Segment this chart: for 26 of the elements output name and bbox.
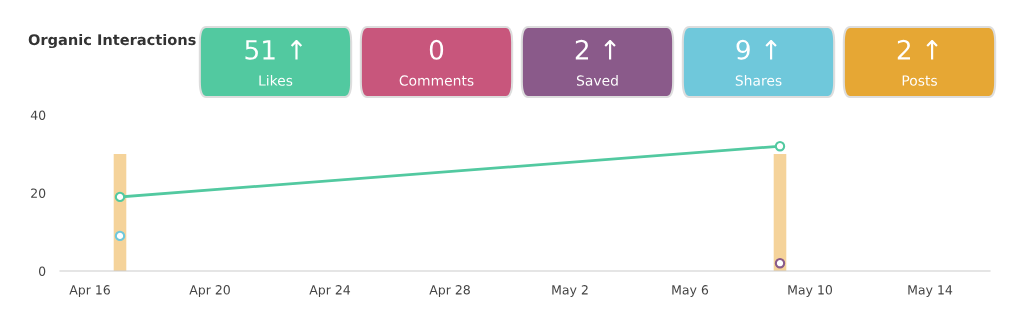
x-tick-label: May 6 (672, 285, 709, 297)
category-label: Likes (259, 75, 293, 86)
y-tick-label: 0 (38, 266, 46, 276)
category-label: Shares (735, 75, 782, 86)
x-tick-label: Apr 16 (69, 285, 110, 297)
category-label: Posts (902, 75, 937, 86)
point (114, 191, 126, 203)
text: 51 ↑ (245, 40, 303, 60)
text: 0 (429, 39, 444, 60)
text: 9 ↑ (736, 39, 777, 60)
text: Organic Interactions (28, 33, 196, 49)
text: 2 ↑ (897, 39, 938, 60)
x-tick-label: May 2 (552, 285, 588, 297)
category-label: Saved (576, 75, 618, 86)
x-tick-label: May 10 (788, 285, 833, 297)
point (774, 140, 786, 152)
x-tick-label: Apr 20 (189, 285, 230, 297)
point (774, 257, 786, 269)
category-label: Comments (399, 75, 474, 86)
text: 2 ↑ (575, 39, 616, 60)
point (114, 230, 126, 242)
y-tick-label: 20 (31, 188, 46, 198)
y-tick-label: 40 (30, 110, 46, 120)
x-tick-label: May 14 (908, 285, 953, 297)
x-tick-label: Apr 24 (309, 285, 351, 297)
x-tick-label: Apr 28 (429, 285, 470, 297)
